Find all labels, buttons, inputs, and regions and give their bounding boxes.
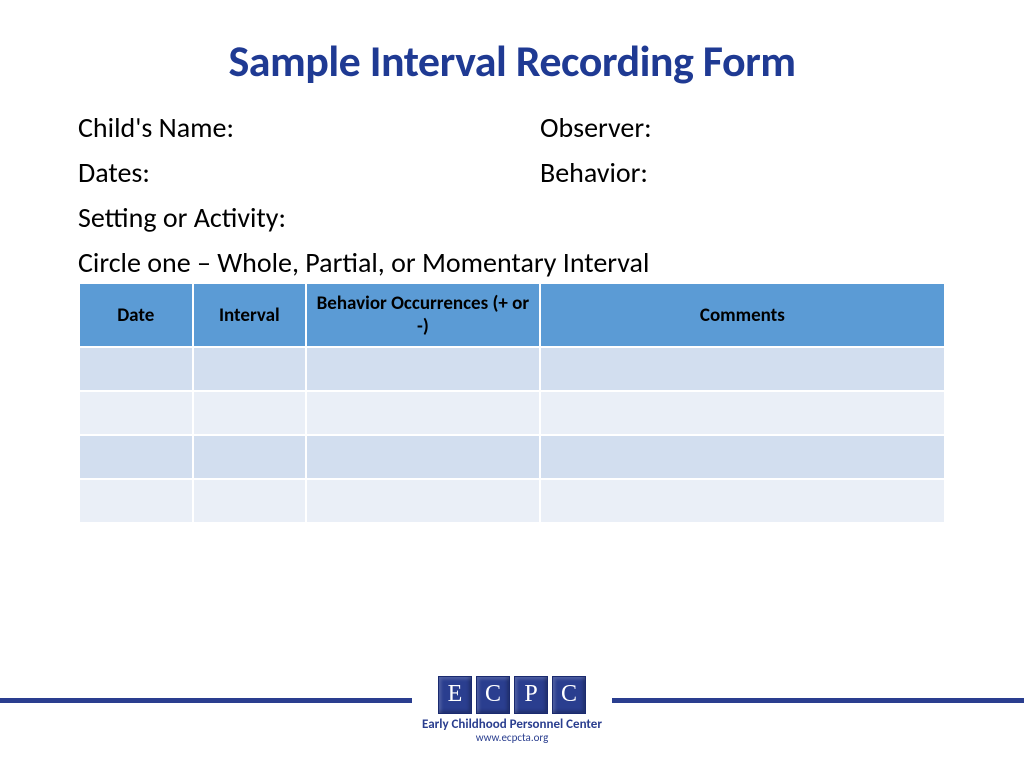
table-cell <box>194 436 306 478</box>
logo-letter: E <box>438 676 472 714</box>
logo-letter: C <box>552 676 586 714</box>
footer-logo: ECPC Early Childhood Personnel Center ww… <box>412 676 612 744</box>
form-fields: Child's Name: Observer: Dates: Behavior:… <box>0 88 1024 280</box>
field-behavior: Behavior: <box>540 155 946 190</box>
table-cell <box>307 392 539 434</box>
field-child-name: Child's Name: <box>78 110 540 145</box>
table-column-header: Behavior Occurrences (+ or -) <box>307 284 539 346</box>
footer-url: www.ecpcta.org <box>422 732 602 744</box>
table-cell <box>80 348 192 390</box>
table-row <box>80 348 944 390</box>
table-column-header: Interval <box>194 284 306 346</box>
logo-letter: P <box>514 676 548 714</box>
table-cell <box>194 480 306 522</box>
field-instruction: Circle one – Whole, Partial, or Momentar… <box>78 245 946 280</box>
table-column-header: Comments <box>541 284 944 346</box>
table-cell <box>194 348 306 390</box>
field-setting: Setting or Activity: <box>78 200 946 235</box>
table-column-header: Date <box>80 284 192 346</box>
table-cell <box>80 480 192 522</box>
footer-org-name: Early Childhood Personnel Center <box>422 718 602 732</box>
table-cell <box>541 480 944 522</box>
table-header-row: DateIntervalBehavior Occurrences (+ or -… <box>80 284 944 346</box>
logo-letter: C <box>476 676 510 714</box>
field-observer: Observer: <box>540 110 946 145</box>
table-row <box>80 436 944 478</box>
table-cell <box>541 392 944 434</box>
footer: ECPC Early Childhood Personnel Center ww… <box>0 676 1024 746</box>
table-row <box>80 392 944 434</box>
table-cell <box>80 392 192 434</box>
table-cell <box>307 436 539 478</box>
table-cell <box>80 436 192 478</box>
table-cell <box>307 348 539 390</box>
page-title: Sample Interval Recording Form <box>0 0 1024 88</box>
table-cell <box>541 436 944 478</box>
table-cell <box>307 480 539 522</box>
field-dates: Dates: <box>78 155 540 190</box>
table-cell <box>541 348 944 390</box>
table-cell <box>194 392 306 434</box>
table-row <box>80 480 944 522</box>
recording-table: DateIntervalBehavior Occurrences (+ or -… <box>78 282 946 524</box>
